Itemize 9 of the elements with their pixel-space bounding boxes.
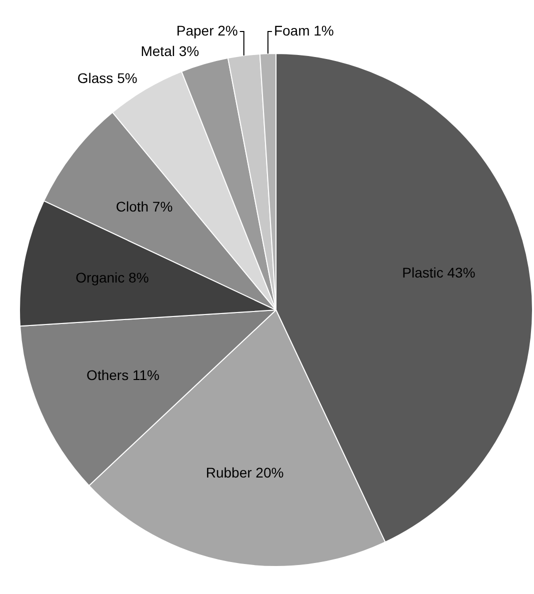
slice-label: Others 11% [86, 367, 160, 384]
slice-label: Paper 2% [176, 22, 238, 38]
slice-label: Cloth 7% [116, 198, 173, 215]
slice-label: Metal 3% [140, 43, 200, 60]
slice-label: Plastic 43% [402, 264, 476, 280]
slice-label: Foam 1% [274, 22, 334, 38]
slice-label: Rubber 20% [206, 464, 284, 481]
slice-label: Organic 8% [76, 270, 149, 286]
slice-label: Glass 5% [77, 70, 138, 86]
